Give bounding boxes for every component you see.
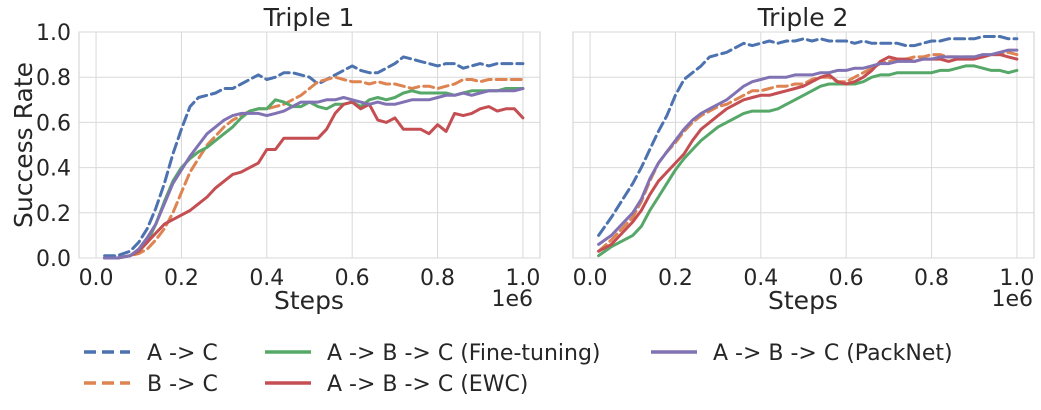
- series-line-a-b-c-fine-tuning: [597, 64, 1019, 258]
- y-tick-label: 0.4: [36, 157, 71, 182]
- plot-area: 0.0 0.2 0.4 0.6 0.8 1.0 0.0 0.2 0.4 0.6 0.8 1.0: [36, 21, 541, 291]
- series-line-b-c: [103, 75, 525, 260]
- legend-label: A -> B -> C (Fine-tuning): [327, 341, 601, 366]
- x-tick-label: 0.8: [420, 266, 455, 291]
- x-tick-label: 0.8: [914, 266, 949, 291]
- legend-label: A -> B -> C (EWC): [327, 372, 528, 397]
- y-tick-label: 0.8: [36, 66, 71, 91]
- x-tick-label: 0.4: [743, 266, 778, 291]
- plot-area: 0.0 0.2 0.4 0.6 0.8 1.0: [572, 31, 1035, 291]
- series-line-a-b-c-ewc: [103, 100, 525, 260]
- legend-entry-packnet: A -> B -> C (PackNet): [651, 341, 953, 366]
- legend-label: B -> C: [147, 372, 218, 397]
- legend-label: A -> B -> C (PackNet): [713, 341, 953, 366]
- y-tick-label: 0.6: [36, 111, 71, 136]
- x-tick-label: 0.6: [335, 266, 370, 291]
- x-tick-label: 0.0: [79, 266, 114, 291]
- panel-title: Triple 1: [263, 3, 355, 32]
- legend-entry-fine-tuning: A -> B -> C (Fine-tuning): [265, 341, 601, 366]
- series-line-a-b-c-packnet: [597, 48, 1019, 246]
- x-tick-label: 0.2: [658, 266, 693, 291]
- x-multiplier-label: 1e6: [991, 287, 1033, 312]
- legend-entry-ewc: A -> B -> C (EWC): [265, 372, 528, 397]
- legend-entry-a-c: A -> C: [84, 341, 218, 366]
- y-tick-label: 0.0: [36, 247, 71, 272]
- y-tick-label: 0.2: [36, 202, 71, 227]
- legend-entry-b-c: B -> C: [84, 372, 218, 397]
- series-line-a-b-c-ewc: [597, 53, 1019, 253]
- x-tick-label: 0.6: [829, 266, 864, 291]
- panel-triple-1: 0.0 0.2 0.4 0.6 0.8 1.0 0.0 0.2 0.4 0.6 0.8 1.0 Tri…: [36, 3, 541, 315]
- x-tick-label: 0.0: [573, 266, 608, 291]
- series-line-a-b-c-packnet: [103, 87, 525, 260]
- x-tick-label: 0.2: [164, 266, 199, 291]
- series-line-a-c: [103, 55, 525, 258]
- legend: A -> C B -> C A -> B -> C (Fine-tuning) …: [84, 341, 953, 397]
- x-axis-label: Steps: [274, 286, 344, 315]
- x-tick-label: 0.4: [249, 266, 284, 291]
- series-line-a-c: [597, 35, 1019, 237]
- panel-title: Triple 2: [757, 3, 849, 32]
- legend-label: A -> C: [147, 341, 218, 366]
- panel-triple-2: 0.0 0.2 0.4 0.6 0.8 1.0 Triple 2 Steps 1e6: [572, 3, 1035, 315]
- y-tick-label: 1.0: [36, 21, 71, 46]
- x-tick-label: 1.0: [505, 266, 540, 291]
- y-axis-label: Success Rate: [9, 62, 38, 228]
- x-multiplier-label: 1e6: [491, 287, 533, 312]
- x-axis-label: Steps: [768, 286, 838, 315]
- x-tick-label: 1.0: [999, 266, 1034, 291]
